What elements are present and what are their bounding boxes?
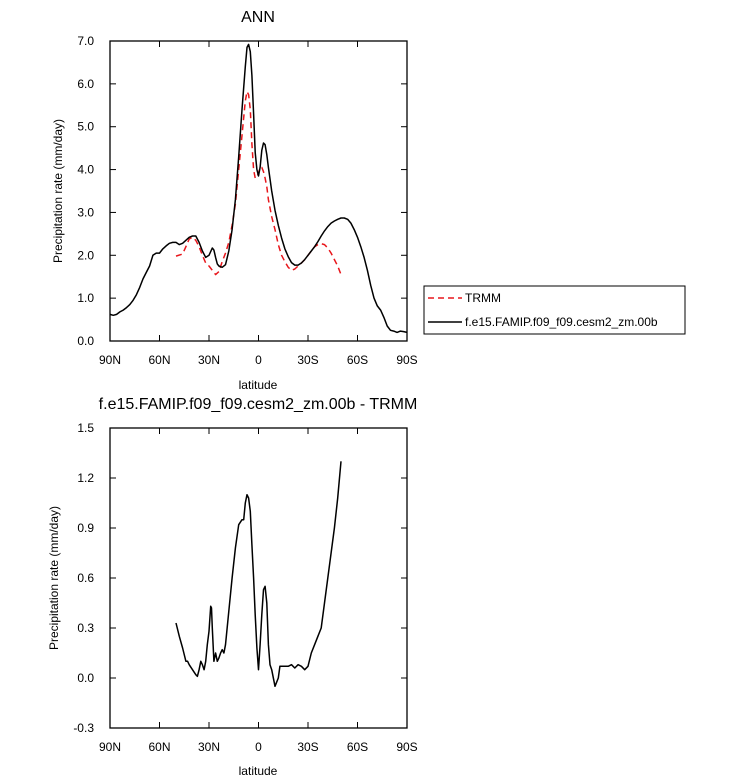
top-x-axis-label: latitude [239,378,278,392]
top-y-tick-label: 3.0 [77,205,94,219]
legend-box [423,285,686,335]
bottom-y-tick-label: 0.0 [77,671,94,685]
bottom-x-tick-label: 30S [297,740,318,754]
top-y-tick-label: 0.0 [77,334,94,348]
bottom-y-tick-label: 0.6 [77,571,94,585]
top-axis-ticks: 90N 60N 30N 0 30S 60S 90S 0.0 1.0 2.0 3.0 4.0 5.0 6.0… [77,34,417,367]
bottom-y-tick-label: 0.9 [77,521,94,535]
top-y-tick-label: 5.0 [77,120,94,134]
bottom-plot-area [109,427,408,729]
top-chart: ANN 90N 60N 30N 0 30S 60S 90S 0.0 1.0 2.0 3.0 4.0 5.… [51,9,418,392]
bottom-x-axis-label: latitude [239,764,278,778]
bottom-y-axis-label: Precipitation rate (mm/day) [47,506,61,650]
top-y-tick-label: 1.0 [77,291,94,305]
top-y-axis-label: Precipitation rate (mm/day) [51,119,65,263]
bottom-x-tick-label: 30N [198,740,220,754]
bottom-x-tick-label: 60S [347,740,368,754]
bottom-chart: f.e15.FAMIP.f09_f09.cesm2_zm.00b - TRMM … [47,396,418,778]
legend: TRMM f.e15.FAMIP.f09_f09.cesm2_zm.00b [423,285,686,335]
top-y-tick-label: 6.0 [77,77,94,91]
bottom-x-tick-label: 60N [148,740,170,754]
bottom-y-tick-label: 1.2 [77,471,94,485]
bottom-x-tick-label: 0 [255,740,262,754]
top-series-group [109,43,408,334]
top-x-tick-label: 90N [99,353,121,367]
bottom-x-tick-label: 90S [396,740,417,754]
legend-label-trmm: TRMM [465,291,501,305]
bottom-x-tick-label: 90N [99,740,121,754]
bottom-y-tick-label: 1.5 [77,421,94,435]
bottom-axis-ticks: 90N 60N 30N 0 30S 60S 90S -0.3 0.0 0.3 0.6 0.9 1.2 1.… [73,421,417,754]
top-x-tick-label: 60N [148,353,170,367]
top-plot-area [109,40,408,342]
top-series-line-1 [109,43,408,334]
bottom-series-line-0 [175,461,342,688]
bottom-series-group [175,461,342,688]
top-x-tick-label: 60S [347,353,368,367]
bottom-chart-title: f.e15.FAMIP.f09_f09.cesm2_zm.00b - TRMM [99,396,418,413]
top-chart-title: ANN [241,9,275,26]
top-y-tick-label: 4.0 [77,163,94,177]
legend-label-model: f.e15.FAMIP.f09_f09.cesm2_zm.00b [465,315,658,329]
top-y-tick-label: 2.0 [77,248,94,262]
bottom-y-tick-label: 0.3 [77,621,94,635]
top-x-tick-label: 30N [198,353,220,367]
bottom-y-tick-label: -0.3 [73,721,94,735]
top-x-tick-label: 90S [396,353,417,367]
top-y-tick-label: 7.0 [77,34,94,48]
top-x-tick-label: 30S [297,353,318,367]
top-x-tick-label: 0 [255,353,262,367]
